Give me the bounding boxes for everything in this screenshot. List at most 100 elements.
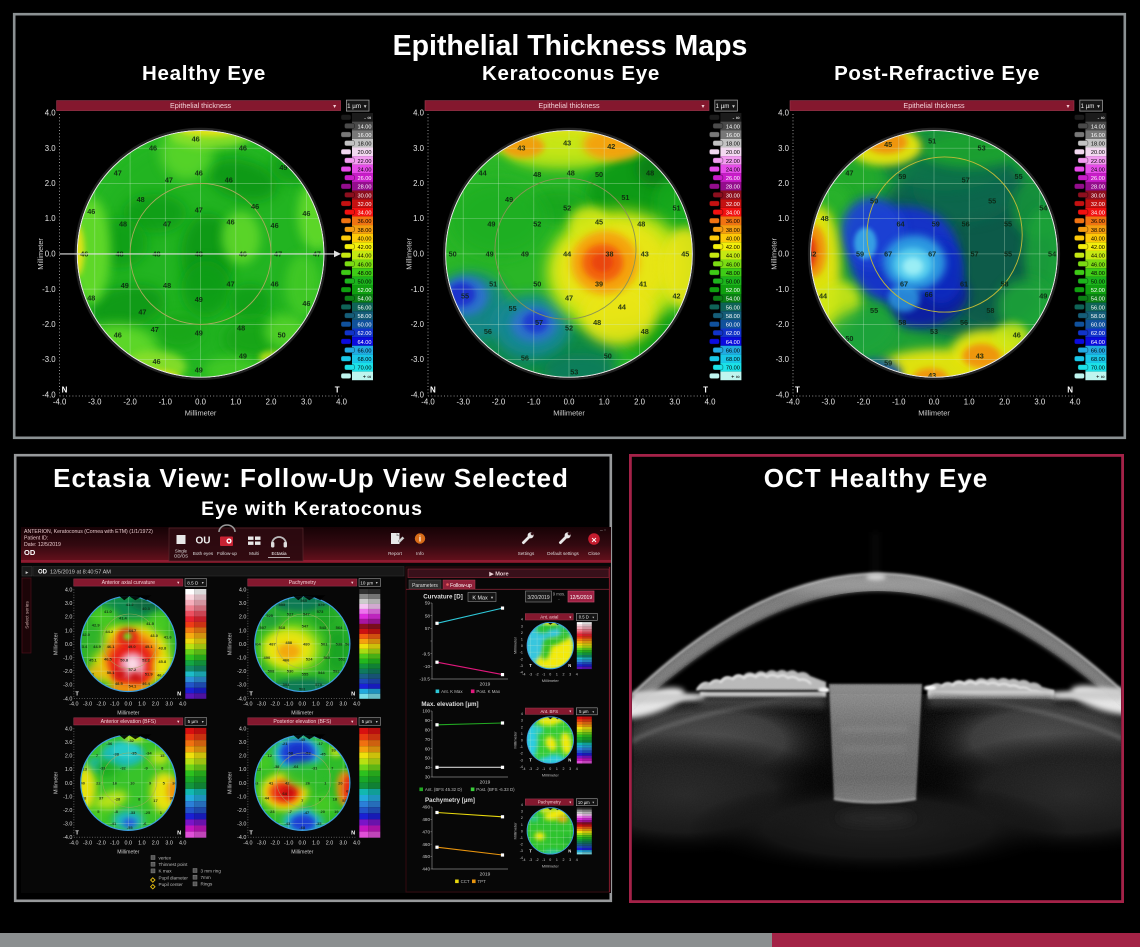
svg-text:2: 2 (521, 725, 523, 729)
svg-text:-8: -8 (114, 809, 118, 814)
svg-text:Millimeter: Millimeter (291, 849, 313, 855)
svg-text:30.00: 30.00 (1091, 193, 1105, 199)
svg-text:Millimeter: Millimeter (553, 409, 585, 418)
svg-text:46.00: 46.00 (726, 262, 740, 268)
svg-text:36: 36 (172, 780, 177, 785)
svg-text:Max. elevation [µm]: Max. elevation [µm] (421, 701, 478, 708)
svg-text:-4.0: -4.0 (243, 701, 252, 707)
svg-text:-4.0: -4.0 (411, 391, 425, 400)
svg-text:1.0: 1.0 (413, 214, 425, 223)
svg-text:46: 46 (114, 331, 122, 340)
svg-text:55: 55 (1015, 172, 1023, 181)
svg-text:-43: -43 (284, 821, 291, 826)
svg-text:4.0: 4.0 (239, 726, 247, 732)
svg-text:56: 56 (962, 219, 970, 228)
svg-text:4: 4 (521, 803, 523, 807)
svg-text:Posterior elevation (BFS): Posterior elevation (BFS) (273, 719, 331, 725)
svg-text:47: 47 (195, 205, 203, 214)
svg-text:20.00: 20.00 (1091, 150, 1105, 156)
svg-text:-45: -45 (299, 737, 306, 742)
svg-text:58: 58 (898, 318, 906, 327)
svg-text:50: 50 (604, 352, 612, 361)
svg-text:Millimeter: Millimeter (512, 731, 517, 749)
svg-text:-53: -53 (305, 750, 312, 755)
svg-text:3: 3 (569, 673, 571, 677)
svg-text:42.0: 42.0 (82, 632, 91, 637)
svg-text:470: 470 (422, 829, 430, 834)
svg-text:57: 57 (425, 626, 431, 631)
svg-text:525: 525 (266, 613, 273, 618)
svg-text:+ ∞: + ∞ (1096, 374, 1105, 380)
svg-text:23: 23 (270, 809, 275, 814)
svg-text:-48: -48 (81, 795, 88, 800)
svg-text:28.00: 28.00 (358, 185, 372, 191)
svg-text:-33: -33 (100, 765, 107, 770)
svg-text:Close: Close (588, 551, 600, 556)
svg-text:58: 58 (1000, 279, 1008, 288)
svg-text:30.00: 30.00 (358, 193, 372, 199)
svg-text:52.00: 52.00 (1091, 288, 1105, 294)
svg-text:N: N (177, 691, 181, 697)
svg-text:3.0: 3.0 (239, 601, 247, 607)
svg-text:-36: -36 (106, 741, 113, 746)
svg-text:Millimeter: Millimeter (227, 633, 233, 655)
svg-text:579: 579 (318, 602, 325, 607)
svg-text:46.5: 46.5 (104, 656, 113, 661)
svg-text:1.0: 1.0 (138, 701, 146, 707)
svg-text:-4.0: -4.0 (243, 840, 252, 846)
svg-text:0: 0 (521, 829, 523, 833)
svg-text:56.00: 56.00 (726, 305, 740, 311)
svg-text:-21: -21 (282, 741, 289, 746)
svg-text:5: 5 (97, 809, 100, 814)
svg-text:▸: ▸ (26, 570, 29, 576)
svg-text:34.00: 34.00 (726, 211, 740, 217)
svg-text:-3.0: -3.0 (257, 840, 266, 846)
svg-text:26: 26 (305, 780, 310, 785)
svg-text:-2: -2 (520, 843, 523, 847)
svg-text:38.00: 38.00 (358, 228, 372, 234)
svg-text:Pupil center: Pupil center (159, 882, 184, 887)
svg-text:-40: -40 (79, 780, 86, 785)
svg-text:N: N (177, 830, 181, 836)
svg-text:3.0: 3.0 (413, 144, 425, 153)
svg-text:-1.0: -1.0 (892, 398, 906, 407)
svg-text:64: 64 (282, 791, 287, 796)
svg-text:Thinnest point: Thinnest point (159, 862, 189, 867)
svg-text:20: 20 (338, 780, 343, 785)
svg-text:-1.0: -1.0 (110, 840, 119, 846)
svg-text:58.00: 58.00 (358, 314, 372, 320)
svg-text:-3.0: -3.0 (63, 683, 72, 689)
svg-text:▾: ▾ (592, 615, 594, 619)
svg-text:T: T (75, 830, 79, 836)
svg-text:-3.0: -3.0 (776, 355, 790, 364)
svg-text:-58: -58 (287, 750, 294, 755)
svg-text:▾: ▾ (732, 104, 735, 110)
svg-text:13: 13 (257, 767, 262, 772)
svg-text:30: 30 (425, 775, 431, 780)
svg-text:1.0: 1.0 (65, 628, 73, 634)
svg-text:43.8: 43.8 (158, 646, 167, 651)
svg-text:50.00: 50.00 (726, 280, 740, 286)
svg-text:46: 46 (192, 135, 200, 144)
svg-text:594: 594 (283, 682, 290, 687)
svg-text:51: 51 (928, 137, 936, 146)
svg-text:Pupil diameter: Pupil diameter (159, 875, 189, 880)
svg-text:-68: -68 (299, 825, 306, 830)
svg-text:4.0: 4.0 (336, 398, 348, 407)
svg-text:68.00: 68.00 (358, 357, 372, 363)
svg-text:47: 47 (565, 294, 573, 303)
svg-text:Both eyes: Both eyes (193, 551, 214, 556)
svg-text:-3.0: -3.0 (456, 398, 470, 407)
svg-text:Healthy Eye: Healthy Eye (142, 62, 266, 85)
svg-text:N: N (430, 386, 436, 395)
svg-text:20.00: 20.00 (358, 150, 372, 156)
svg-text:1.0: 1.0 (778, 214, 790, 223)
svg-text:49: 49 (486, 249, 494, 258)
svg-text:80: 80 (425, 728, 431, 733)
svg-text:-10.5: -10.5 (420, 677, 431, 682)
svg-text:53: 53 (570, 368, 578, 377)
svg-text:50: 50 (595, 170, 603, 179)
svg-text:-1: -1 (542, 858, 545, 862)
svg-text:T: T (529, 758, 532, 763)
svg-text:48: 48 (137, 195, 145, 204)
